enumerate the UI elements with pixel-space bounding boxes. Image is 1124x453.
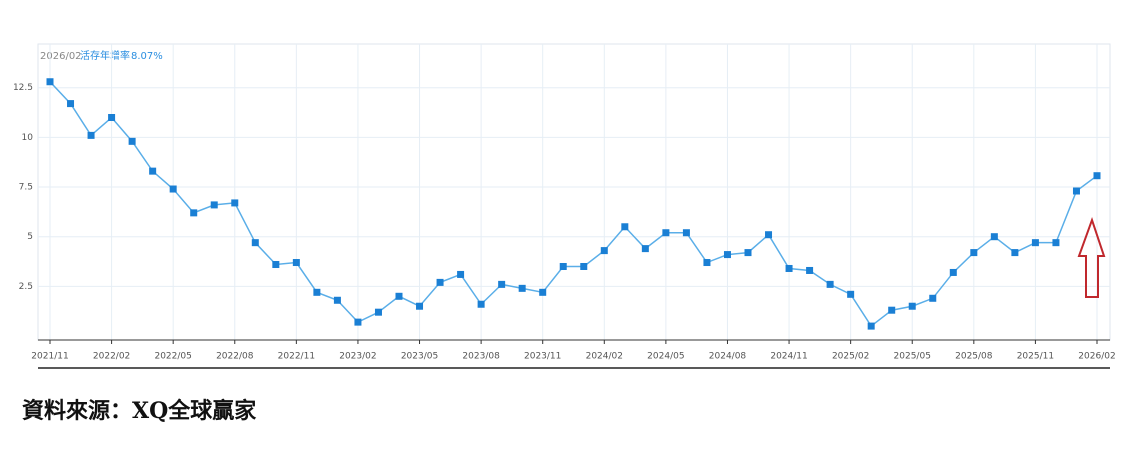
point-marker (67, 100, 75, 108)
x-tick-label: 2022/05 (154, 352, 191, 362)
point-marker (970, 249, 978, 257)
y-tick-label: 7.5 (19, 183, 33, 193)
legend-value: 8.07% (131, 51, 163, 62)
x-tick-label: 2023/02 (339, 352, 376, 362)
point-marker (600, 247, 608, 255)
y-tick-label: 2.5 (19, 282, 33, 292)
point-marker (662, 229, 670, 237)
y-tick-label: 10 (22, 133, 34, 143)
point-marker (826, 280, 834, 288)
point-marker (272, 261, 280, 269)
point-marker (169, 185, 177, 193)
point-marker (580, 262, 588, 270)
point-marker (1031, 239, 1039, 247)
series-line (49, 81, 1098, 328)
point-marker (416, 302, 424, 310)
point-marker (313, 288, 321, 296)
point-marker (1072, 187, 1080, 195)
point-marker (723, 251, 731, 259)
x-tick-label: 2024/08 (709, 352, 747, 362)
x-tick-label: 2024/05 (647, 352, 684, 362)
point-marker (949, 268, 957, 276)
point-marker (539, 288, 547, 296)
y-tick-label: 5 (27, 232, 33, 242)
x-tick-label: 2026/02 (1078, 352, 1115, 362)
x-tick-label: 2021/11 (31, 352, 68, 362)
x-tick-label: 2025/05 (894, 352, 931, 362)
point-marker (395, 292, 403, 300)
point-marker (108, 114, 116, 122)
point-marker (847, 290, 855, 298)
point-marker (1093, 172, 1101, 180)
point-marker (682, 229, 690, 237)
point-marker (292, 259, 300, 267)
legend-date: 2026/02 (40, 51, 82, 62)
point-marker (518, 284, 526, 292)
point-marker (929, 294, 937, 302)
point-marker (908, 302, 916, 310)
point-marker (87, 131, 95, 139)
point-marker (990, 233, 998, 241)
x-tick-label: 2023/11 (524, 352, 561, 362)
point-marker (333, 296, 341, 304)
y-tick-label: 12.5 (13, 83, 33, 93)
x-tick-label: 2025/02 (832, 352, 869, 362)
point-marker (128, 137, 136, 145)
source-note: 資料來源：XQ全球贏家 (22, 398, 257, 424)
point-marker (251, 239, 259, 247)
point-marker (374, 308, 382, 316)
point-marker (210, 201, 218, 209)
point-marker (867, 322, 875, 330)
point-marker (1052, 239, 1060, 247)
point-marker (457, 270, 465, 278)
point-marker (559, 262, 567, 270)
x-tick-label: 2025/11 (1017, 352, 1054, 362)
point-marker (888, 306, 896, 314)
point-marker (231, 199, 239, 207)
point-marker (436, 278, 444, 286)
point-marker (621, 223, 629, 231)
x-tick-label: 2023/08 (462, 352, 500, 362)
x-tick-label: 2024/11 (770, 352, 807, 362)
point-marker (1011, 249, 1019, 257)
point-marker (765, 231, 773, 239)
plot-frame (37, 43, 1111, 341)
point-marker (190, 209, 198, 217)
point-marker (149, 167, 157, 175)
point-marker (477, 300, 485, 308)
point-marker (806, 266, 814, 274)
x-tick-label: 2023/05 (401, 352, 438, 362)
point-marker (498, 280, 506, 288)
point-marker (641, 245, 649, 253)
x-tick-label: 2025/08 (955, 352, 993, 362)
point-marker (744, 249, 752, 257)
x-tick-label: 2022/08 (216, 352, 254, 362)
x-tick-label: 2024/02 (586, 352, 623, 362)
point-marker (46, 78, 54, 86)
legend-name: 活存年增率 (80, 49, 130, 62)
point-marker (703, 259, 711, 267)
point-marker (354, 318, 362, 326)
up-arrow (1077, 216, 1106, 298)
x-tick-label: 2022/11 (278, 352, 315, 362)
x-tick-label: 2022/02 (93, 352, 130, 362)
point-marker (785, 264, 793, 272)
